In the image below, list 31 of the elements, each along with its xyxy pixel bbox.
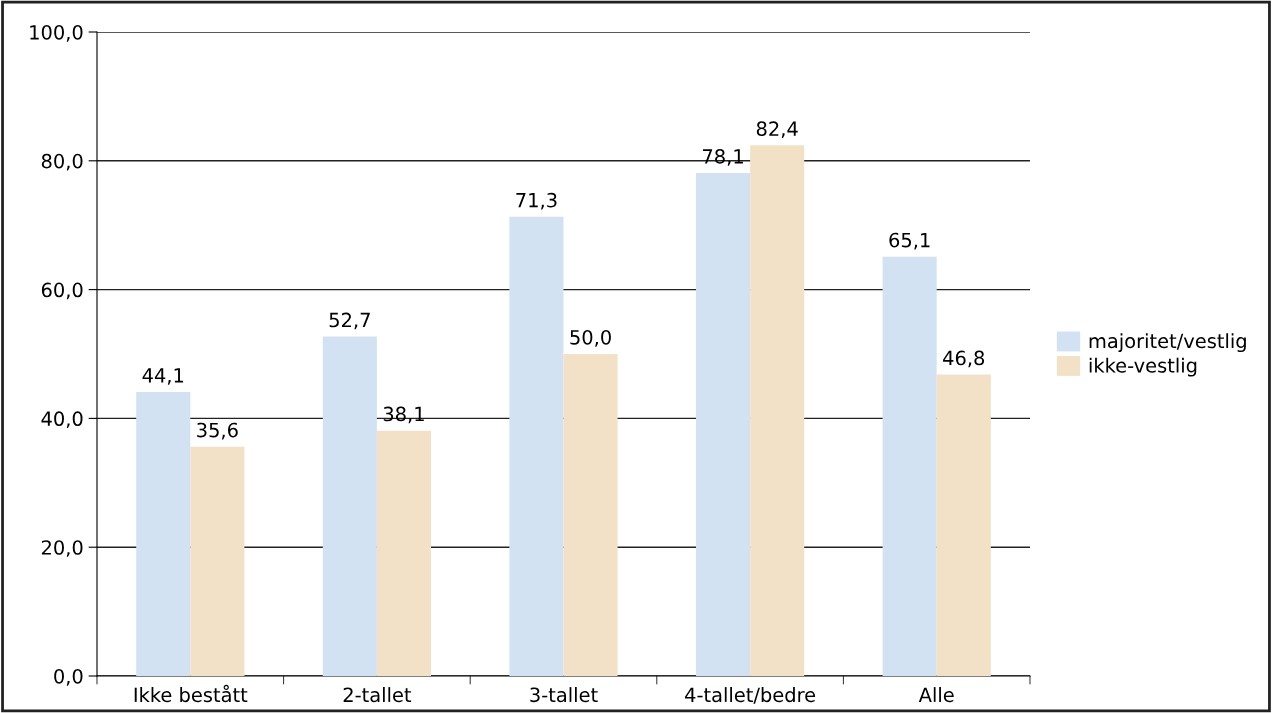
bar — [882, 256, 937, 676]
bar — [509, 216, 564, 676]
bar — [695, 173, 751, 676]
bar — [136, 392, 191, 676]
legend-label: majoritet/vestlig — [1089, 333, 1246, 353]
y-tick-label: 80,0 — [41, 153, 83, 171]
bar — [190, 446, 245, 676]
y-tick-label: 100,0 — [30, 24, 83, 42]
y-tick-label: 20,0 — [41, 540, 83, 557]
x-tick-label: 3-tallet — [530, 687, 598, 703]
y-tick-label: 40,0 — [41, 411, 83, 429]
bar — [750, 145, 805, 676]
bar — [936, 374, 991, 676]
x-tick-label: Alle — [918, 687, 954, 703]
bar — [322, 336, 377, 676]
bar — [563, 354, 618, 676]
y-tick-label: 0,0 — [54, 668, 83, 686]
bar — [376, 430, 432, 676]
data-label: 46,8 — [943, 350, 985, 368]
data-label: 71,3 — [516, 192, 557, 210]
y-tick-label: 60,0 — [41, 282, 83, 300]
x-tick-label: 2-tallet — [343, 687, 412, 703]
x-tick-label: 4-tallet/bedre — [685, 687, 816, 704]
data-label: 44,1 — [142, 368, 184, 385]
data-label: 65,1 — [889, 232, 930, 250]
data-label: 82,4 — [756, 121, 798, 139]
x-tick-label: Ikke bestått — [134, 684, 248, 703]
legend-label: ikke-vestlig — [1089, 357, 1197, 377]
data-label: 50,0 — [570, 329, 611, 347]
data-label: 52,7 — [329, 312, 370, 330]
data-label: 35,6 — [197, 422, 238, 440]
